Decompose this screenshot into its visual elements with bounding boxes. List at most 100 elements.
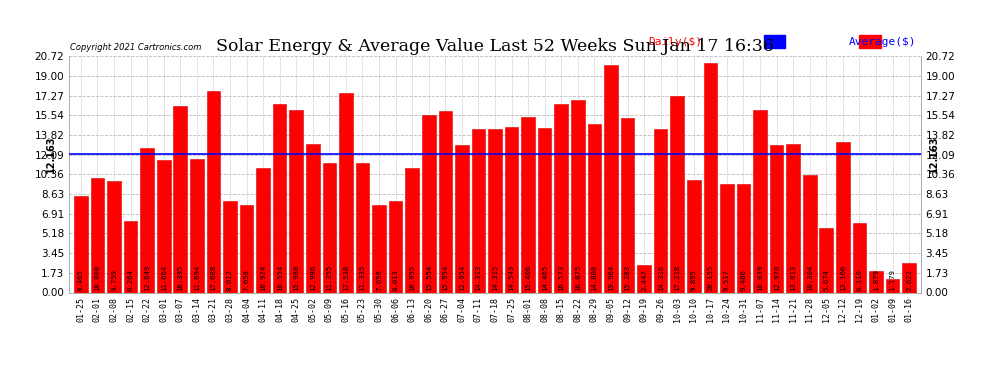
Bar bbox=[554, 104, 568, 292]
Text: 10.008: 10.008 bbox=[94, 264, 100, 291]
Text: 17.218: 17.218 bbox=[674, 264, 680, 291]
Bar bbox=[306, 144, 320, 292]
Bar bbox=[91, 178, 104, 292]
Text: 15.283: 15.283 bbox=[625, 264, 631, 291]
Bar bbox=[439, 111, 452, 292]
Bar bbox=[653, 129, 667, 292]
Text: 19.964: 19.964 bbox=[608, 264, 614, 291]
Bar bbox=[289, 110, 303, 292]
Bar bbox=[588, 124, 601, 292]
Bar bbox=[720, 184, 734, 292]
Bar bbox=[753, 110, 767, 292]
Text: 14.465: 14.465 bbox=[542, 264, 547, 291]
Text: 11.664: 11.664 bbox=[160, 264, 166, 291]
Text: 11.355: 11.355 bbox=[327, 264, 333, 291]
Bar bbox=[704, 63, 717, 292]
Text: 10.924: 10.924 bbox=[260, 264, 266, 291]
Text: Copyright 2021 Cartronics.com: Copyright 2021 Cartronics.com bbox=[69, 42, 201, 51]
Text: 8.465: 8.465 bbox=[78, 269, 84, 291]
Text: 16.573: 16.573 bbox=[558, 264, 564, 291]
Text: 12.163: 12.163 bbox=[47, 135, 56, 172]
Bar bbox=[902, 262, 916, 292]
Bar bbox=[687, 180, 701, 292]
Text: 15.554: 15.554 bbox=[426, 264, 432, 291]
Text: 9.895: 9.895 bbox=[691, 269, 697, 291]
Bar bbox=[355, 163, 369, 292]
Bar bbox=[422, 115, 436, 292]
Text: 12.954: 12.954 bbox=[459, 264, 465, 291]
Bar bbox=[74, 196, 88, 292]
Text: 14.315: 14.315 bbox=[492, 264, 498, 291]
Text: 15.406: 15.406 bbox=[525, 264, 531, 291]
Text: 13.013: 13.013 bbox=[790, 264, 796, 291]
Bar bbox=[638, 265, 650, 292]
Text: 9.517: 9.517 bbox=[724, 269, 730, 291]
Bar bbox=[488, 129, 502, 292]
Text: 20.155: 20.155 bbox=[707, 264, 714, 291]
Text: 16.395: 16.395 bbox=[177, 264, 183, 291]
Bar bbox=[764, 35, 785, 48]
Bar bbox=[538, 128, 551, 292]
Text: 14.543: 14.543 bbox=[509, 264, 515, 291]
Text: 8.013: 8.013 bbox=[393, 269, 399, 291]
Bar bbox=[323, 163, 337, 292]
Title: Solar Energy & Average Value Last 52 Weeks Sun Jan 17 16:36: Solar Energy & Average Value Last 52 Wee… bbox=[216, 38, 774, 55]
Bar bbox=[173, 106, 187, 292]
Text: 7.658: 7.658 bbox=[376, 269, 382, 291]
Bar bbox=[770, 145, 783, 292]
Text: Daily($): Daily($) bbox=[648, 37, 702, 47]
Text: 8.012: 8.012 bbox=[227, 269, 233, 291]
Bar bbox=[190, 159, 204, 292]
Text: 17.688: 17.688 bbox=[211, 264, 217, 291]
Bar bbox=[455, 145, 468, 292]
Bar bbox=[340, 93, 352, 292]
Bar bbox=[273, 104, 286, 292]
Bar bbox=[207, 91, 220, 292]
Text: 14.808: 14.808 bbox=[591, 264, 597, 291]
Bar bbox=[107, 181, 121, 292]
Text: 12.163: 12.163 bbox=[929, 135, 939, 172]
Text: 15.954: 15.954 bbox=[443, 264, 448, 291]
Bar bbox=[852, 223, 866, 292]
Text: 6.264: 6.264 bbox=[128, 269, 134, 291]
Bar bbox=[124, 221, 138, 292]
Text: 15.988: 15.988 bbox=[293, 264, 299, 291]
Bar bbox=[737, 184, 750, 292]
Bar bbox=[786, 144, 800, 292]
Text: 5.674: 5.674 bbox=[824, 269, 830, 291]
Bar bbox=[141, 148, 153, 292]
Text: 16.554: 16.554 bbox=[276, 264, 283, 291]
Bar bbox=[886, 279, 899, 292]
Bar bbox=[621, 118, 635, 292]
Bar bbox=[820, 228, 833, 292]
Bar bbox=[803, 175, 817, 292]
Text: 13.166: 13.166 bbox=[840, 264, 845, 291]
Bar bbox=[505, 127, 519, 292]
Bar bbox=[670, 96, 684, 292]
Bar bbox=[157, 159, 170, 292]
Text: 1.879: 1.879 bbox=[873, 269, 879, 291]
Text: 11.335: 11.335 bbox=[359, 264, 365, 291]
Bar bbox=[405, 168, 419, 292]
Bar bbox=[859, 35, 881, 48]
Text: 9.486: 9.486 bbox=[741, 269, 746, 291]
Text: 11.694: 11.694 bbox=[194, 264, 200, 291]
Bar bbox=[471, 129, 485, 292]
Text: 14.316: 14.316 bbox=[657, 264, 663, 291]
Bar bbox=[372, 205, 386, 292]
Text: 16.875: 16.875 bbox=[575, 264, 581, 291]
Text: 14.313: 14.313 bbox=[475, 264, 481, 291]
Bar bbox=[869, 271, 883, 292]
Text: 1.179: 1.179 bbox=[890, 269, 896, 291]
Text: Average($): Average($) bbox=[849, 37, 917, 47]
Text: 10.304: 10.304 bbox=[807, 264, 813, 291]
Bar bbox=[837, 142, 849, 292]
Text: 16.039: 16.039 bbox=[757, 264, 763, 291]
Text: 2.447: 2.447 bbox=[642, 269, 647, 291]
Bar bbox=[389, 201, 402, 292]
Bar bbox=[256, 168, 270, 292]
Text: 12.986: 12.986 bbox=[310, 264, 316, 291]
Bar bbox=[223, 201, 237, 292]
Bar bbox=[571, 100, 585, 292]
Bar bbox=[240, 205, 253, 292]
